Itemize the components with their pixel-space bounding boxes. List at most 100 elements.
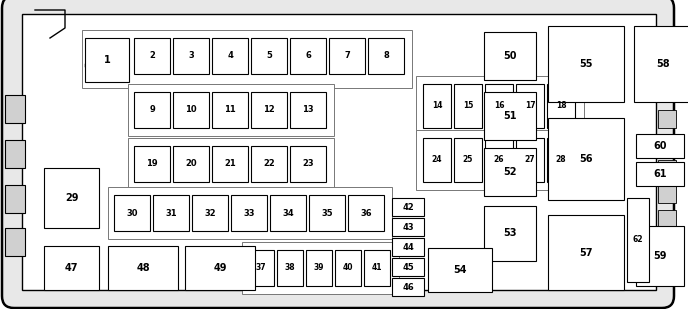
Bar — [108, 187, 392, 239]
Bar — [173, 92, 209, 128]
Bar — [173, 38, 209, 74]
Bar — [251, 38, 287, 74]
Text: 24: 24 — [432, 155, 442, 164]
Bar — [658, 185, 676, 203]
Text: 49: 49 — [213, 263, 227, 273]
Text: 28: 28 — [556, 155, 566, 164]
Bar — [85, 38, 129, 82]
Text: 54: 54 — [453, 265, 466, 275]
Bar — [251, 92, 287, 128]
Text: 14: 14 — [432, 101, 442, 111]
Text: 27: 27 — [525, 155, 535, 164]
Bar — [658, 110, 676, 128]
Bar — [185, 246, 255, 290]
Text: 22: 22 — [263, 159, 275, 168]
Bar — [484, 92, 536, 140]
Bar — [290, 38, 326, 74]
Bar — [134, 92, 170, 128]
Bar — [547, 84, 575, 128]
Bar — [547, 138, 575, 182]
Bar — [44, 168, 99, 228]
Text: 4: 4 — [227, 52, 233, 61]
Bar — [428, 248, 492, 292]
Bar — [248, 250, 274, 286]
Text: 34: 34 — [282, 209, 294, 218]
Text: 48: 48 — [136, 263, 150, 273]
Text: 21: 21 — [224, 159, 236, 168]
Bar — [454, 138, 482, 182]
Text: 61: 61 — [653, 169, 667, 179]
Text: 58: 58 — [656, 59, 670, 69]
Text: 46: 46 — [402, 282, 414, 291]
Text: 26: 26 — [494, 155, 504, 164]
Text: 37: 37 — [256, 264, 266, 273]
Bar — [636, 162, 684, 186]
Text: 20: 20 — [185, 159, 197, 168]
Bar — [242, 242, 399, 294]
Bar — [634, 26, 688, 102]
Bar — [423, 84, 451, 128]
Text: 17: 17 — [525, 101, 535, 111]
Bar — [423, 138, 451, 182]
Text: 10: 10 — [185, 105, 197, 115]
Bar — [392, 258, 424, 276]
Text: 62: 62 — [633, 235, 643, 244]
Bar — [454, 84, 482, 128]
Text: 13: 13 — [302, 105, 314, 115]
Bar — [392, 278, 424, 296]
Bar — [277, 250, 303, 286]
Text: 3: 3 — [188, 52, 194, 61]
Text: 38: 38 — [285, 264, 295, 273]
Bar — [658, 135, 676, 153]
Bar — [484, 32, 536, 80]
Bar — [329, 38, 365, 74]
Bar — [368, 38, 404, 74]
Bar — [658, 210, 676, 228]
Text: 44: 44 — [402, 243, 414, 252]
Text: 16: 16 — [494, 101, 504, 111]
Text: 5: 5 — [266, 52, 272, 61]
Bar — [5, 95, 25, 123]
Text: 55: 55 — [579, 59, 593, 69]
Bar — [485, 138, 513, 182]
Text: 36: 36 — [361, 209, 372, 218]
Text: 47: 47 — [65, 263, 78, 273]
Bar — [251, 146, 287, 182]
Bar — [114, 195, 150, 231]
Text: 59: 59 — [653, 251, 667, 261]
Text: 33: 33 — [244, 209, 255, 218]
Bar — [134, 38, 170, 74]
Bar — [484, 206, 536, 261]
Text: 40: 40 — [343, 264, 353, 273]
Text: 6: 6 — [305, 52, 311, 61]
Bar — [348, 195, 384, 231]
Text: 25: 25 — [463, 155, 473, 164]
FancyBboxPatch shape — [2, 0, 674, 308]
Bar — [484, 148, 536, 196]
Bar — [392, 218, 424, 236]
Text: 57: 57 — [579, 248, 593, 257]
Bar — [392, 198, 424, 216]
Text: 2: 2 — [149, 52, 155, 61]
Bar — [548, 215, 624, 290]
Text: 23: 23 — [302, 159, 314, 168]
Text: 7: 7 — [344, 52, 350, 61]
Bar — [128, 138, 334, 190]
Bar — [82, 30, 412, 88]
Bar — [392, 238, 424, 256]
Text: 19: 19 — [146, 159, 158, 168]
Text: 29: 29 — [65, 193, 78, 203]
Bar — [128, 84, 334, 136]
Bar — [309, 195, 345, 231]
Text: 9: 9 — [149, 105, 155, 115]
Text: 31: 31 — [165, 209, 177, 218]
Bar — [5, 228, 25, 256]
Bar — [335, 250, 361, 286]
Bar — [516, 84, 544, 128]
Text: 15: 15 — [463, 101, 473, 111]
Bar — [636, 134, 684, 158]
Bar — [548, 118, 624, 200]
Text: 18: 18 — [556, 101, 566, 111]
Bar — [108, 246, 178, 290]
Bar — [231, 195, 267, 231]
